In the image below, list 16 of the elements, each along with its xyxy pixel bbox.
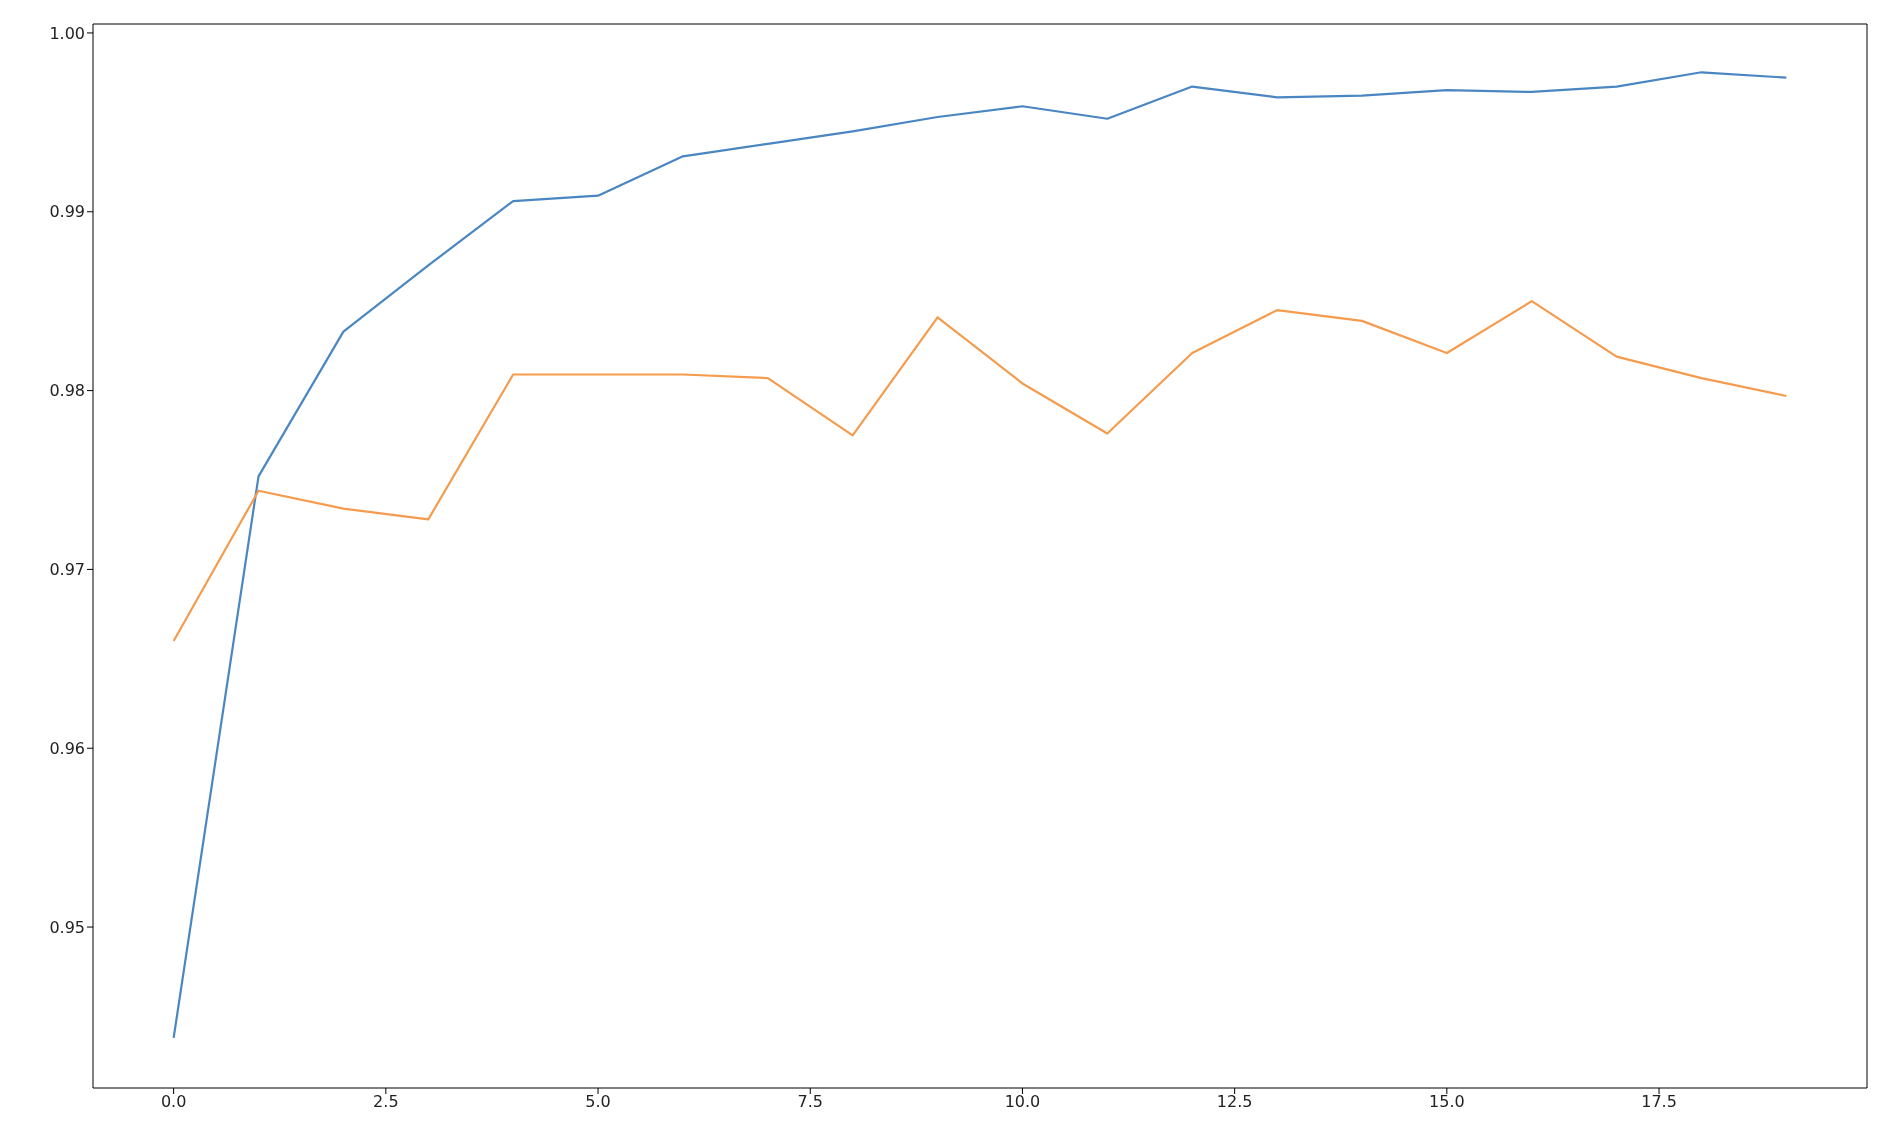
x-tick-label: 2.5 [373,1092,399,1112]
x-tick-label: 12.5 [1216,1092,1253,1112]
y-tick-label: 1.00 [49,23,85,43]
x-tick-label: 5.0 [585,1092,611,1112]
line-series [172,71,1788,1040]
x-tick-label: 10.0 [1004,1092,1041,1112]
y-tick-label: 0.95 [49,917,85,937]
y-tick-label: 0.97 [49,560,85,580]
y-tick-label: 0.99 [49,202,85,222]
line-series [172,300,1788,643]
y-tick-label: 0.96 [49,738,85,758]
x-tick-label: 17.5 [1641,1092,1677,1112]
x-tick-label: 7.5 [797,1092,823,1112]
y-tick-label: 0.98 [49,381,85,401]
x-tick-label: 15.0 [1429,1092,1465,1112]
x-tick-label: 0.0 [160,1092,187,1112]
